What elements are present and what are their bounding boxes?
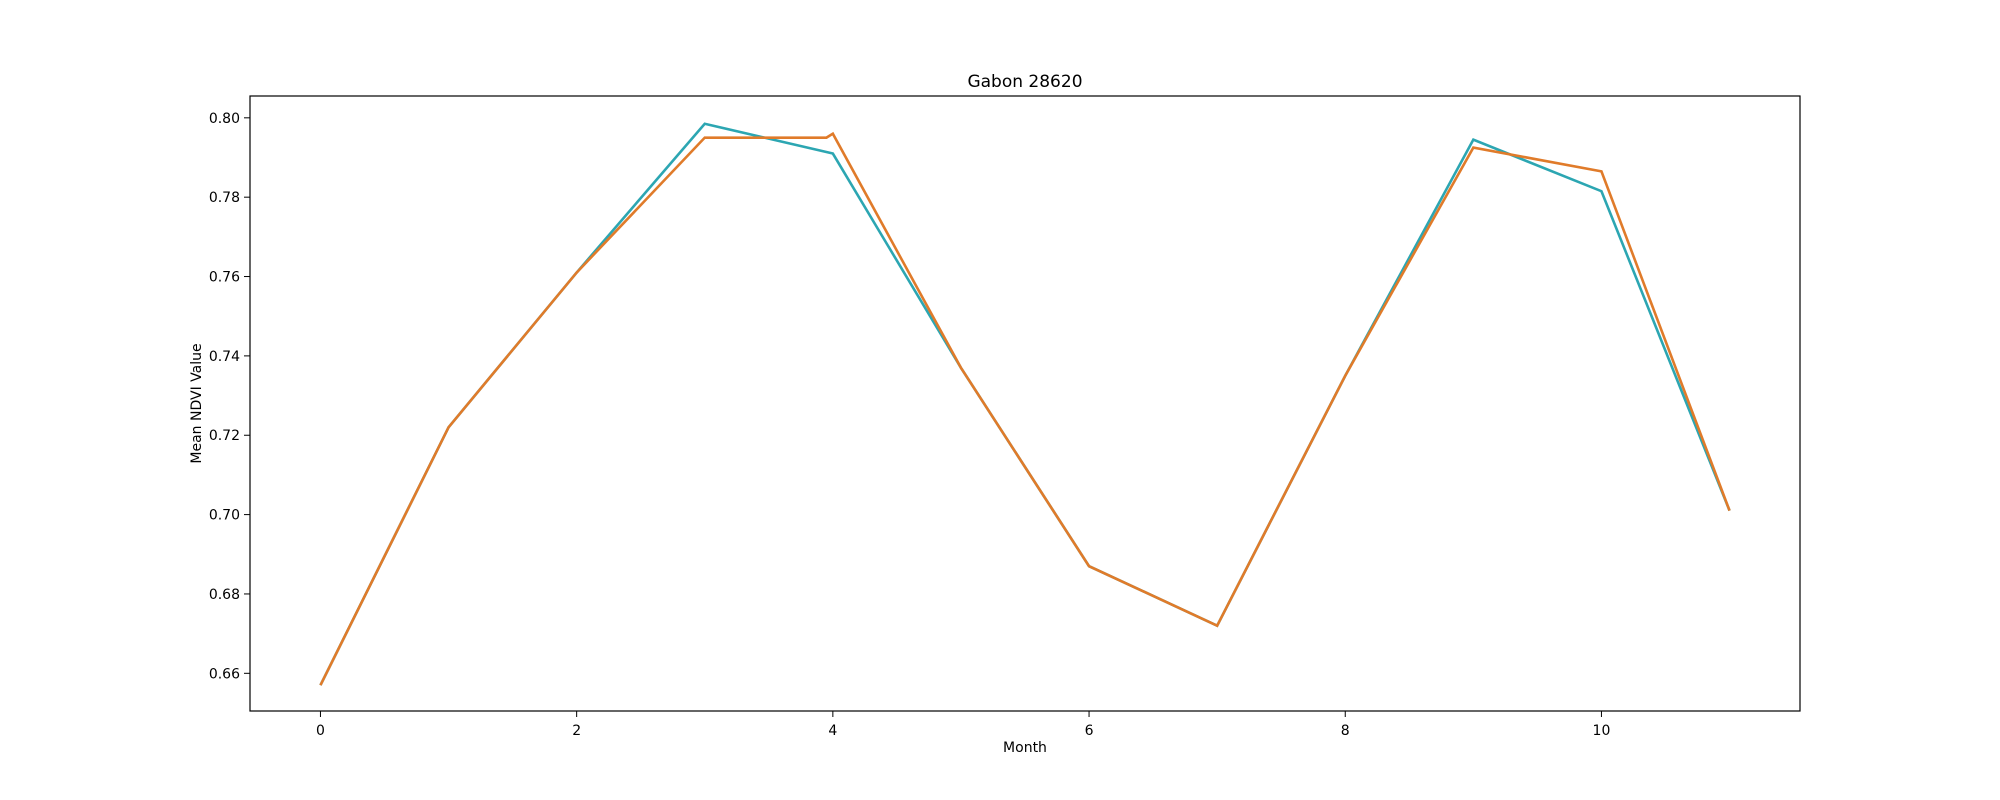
plot-frame — [249, 95, 1801, 712]
x-tick-label: 4 — [828, 723, 837, 739]
y-tick-label: 0.80 — [209, 111, 240, 127]
y-tick-label: 0.76 — [209, 270, 240, 286]
y-tick-label: 0.68 — [209, 587, 240, 603]
x-tick-label: 10 — [1593, 723, 1611, 739]
series-line-2 — [319, 131, 1731, 686]
y-tick-label: 0.74 — [209, 349, 240, 365]
chart-title: Gabon 28620 — [967, 72, 1082, 92]
y-tick-label: 0.72 — [209, 428, 240, 444]
x-tick-label: 8 — [1341, 723, 1350, 739]
y-axis-title: Mean NDVI Value — [189, 343, 205, 463]
x-tick-label: 0 — [316, 723, 325, 739]
y-tick-label: 0.78 — [209, 190, 240, 206]
y-tick-label: 0.66 — [209, 666, 240, 682]
y-tick-label: 0.70 — [209, 508, 240, 524]
x-axis-title: Month — [1003, 740, 1047, 756]
x-tick-label: 6 — [1085, 723, 1094, 739]
x-tick-label: 2 — [572, 723, 581, 739]
